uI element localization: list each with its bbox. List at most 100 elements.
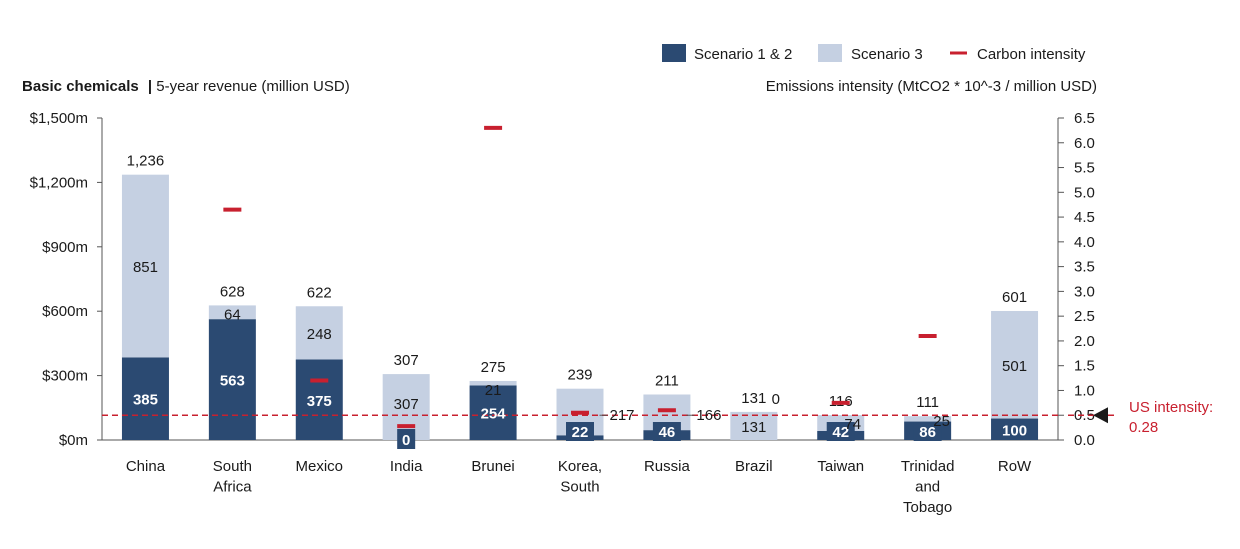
label-scenario-3: 501: [1002, 358, 1027, 375]
small-label-box: [913, 422, 942, 441]
bar-scenario-12: [208, 319, 256, 440]
total-label: 628: [220, 283, 245, 300]
y2-axis-title: Emissions intensity (MtCO2 * 10^-3 / mil…: [766, 78, 1097, 95]
y2-tick-label: 5.5: [1074, 160, 1095, 177]
bar-scenario-12: [469, 385, 517, 440]
category-label: Trinidad: [901, 458, 955, 475]
label-scenario-12: 86: [919, 424, 936, 441]
y-tick-label: $300m: [42, 368, 88, 385]
intensity-markers: [223, 125, 937, 429]
zero-label-box: [397, 429, 416, 449]
label-scenario-12: 42: [832, 424, 849, 441]
legend-label-scenario-12: Scenario 1 & 2: [694, 46, 792, 63]
y2-tick-label: 1.0: [1074, 382, 1095, 399]
label-scenario-12: 254: [481, 406, 507, 423]
us-intensity-label: 0.28: [1129, 419, 1158, 436]
label-scenario-12: 0: [772, 391, 780, 408]
reference-line-group: US intensity: 0.28: [102, 399, 1213, 436]
total-label: 131: [741, 390, 766, 407]
total-labels: 1,236628622307275239211131116111601: [127, 153, 1027, 412]
y2-tick-label: 0.5: [1074, 407, 1095, 424]
category-label: China: [126, 458, 166, 475]
chart-title: Basic chemicals | 5-year revenue (millio…: [22, 78, 350, 95]
legend: Scenario 1 & 2 Scenario 3 Carbon intensi…: [662, 44, 1086, 63]
y-tick-label: $0m: [59, 432, 88, 449]
total-label: 622: [307, 284, 332, 301]
y2-tick-label: 5.0: [1074, 184, 1095, 201]
y2-tick-label: 3.5: [1074, 259, 1095, 276]
y-tick-label: $1,200m: [30, 174, 88, 191]
y-tick-label: $900m: [42, 239, 88, 256]
bar-scenario-12: [121, 357, 169, 440]
category-label: South: [213, 458, 252, 475]
bar-scenario-3: [991, 310, 1039, 419]
total-label: 601: [1002, 289, 1027, 306]
label-scenario-12: 0: [402, 432, 410, 449]
y-axis-ticks: $0m $300m $600m $900m $1,200m $1,500m: [30, 110, 102, 449]
label-scenario-3: 64: [224, 306, 241, 323]
total-label: 111: [916, 394, 939, 411]
category-label: Taiwan: [817, 458, 864, 475]
category-label: Brunei: [471, 458, 514, 475]
label-scenario-12: 563: [220, 373, 245, 390]
bar-scenario-3: [208, 305, 256, 320]
segment-labels: 385 851 563 64 375 248 0 307 254 21 22 217 46 166 0 131…: [133, 259, 1027, 449]
label-scenario-3: 166: [696, 407, 721, 424]
legend-swatch-scenario-12: [662, 44, 686, 62]
y2-tick-label: 4.5: [1074, 209, 1095, 226]
total-label: 239: [567, 367, 592, 384]
category-label: Tobago: [903, 499, 952, 516]
label-scenario-3: 74: [844, 416, 861, 433]
total-label: 307: [394, 352, 419, 369]
small-label-box: [652, 422, 681, 441]
legend-label-scenario-3: Scenario 3: [851, 46, 923, 63]
category-label: Russia: [644, 458, 691, 475]
category-label: and: [915, 479, 940, 496]
total-label: 275: [481, 359, 506, 376]
label-scenario-3: 25: [933, 413, 950, 430]
category-label: Korea,: [558, 458, 602, 475]
category-label: RoW: [998, 458, 1032, 475]
label-scenario-3: 248: [307, 326, 332, 343]
label-scenario-3: 217: [610, 407, 635, 424]
y2-tick-label: 6.5: [1074, 110, 1095, 127]
category-label: Mexico: [296, 458, 344, 475]
chart-title-rest: 5-year revenue (million USD): [156, 78, 349, 95]
y-tick-label: $1,500m: [30, 110, 88, 127]
total-label: 1,236: [127, 153, 165, 170]
category-label: Brazil: [735, 458, 773, 475]
category-label: South: [560, 479, 599, 496]
legend-swatch-scenario-3: [818, 44, 842, 62]
label-scenario-12: 375: [307, 393, 332, 410]
bar-scenario-3: [469, 380, 517, 386]
bar-scenario-12: [295, 359, 343, 440]
bar-scenario-3: [730, 411, 778, 440]
y2-tick-label: 4.0: [1074, 234, 1095, 251]
y2-tick-label: 2.5: [1074, 308, 1095, 325]
us-intensity-arrow-icon: [1093, 407, 1108, 424]
label-scenario-12: 385: [133, 392, 158, 409]
y2-tick-label: 0.0: [1074, 432, 1095, 449]
legend-label-carbon-intensity: Carbon intensity: [977, 46, 1086, 63]
label-scenario-12: 100: [1002, 422, 1027, 439]
label-scenario-12: 46: [659, 424, 676, 441]
bar-scenario-12: [991, 418, 1039, 440]
y2-tick-label: 3.0: [1074, 283, 1095, 300]
us-intensity-label: US intensity:: [1129, 399, 1213, 416]
y2-tick-label: 2.0: [1074, 333, 1095, 350]
label-scenario-3: 851: [133, 259, 158, 276]
bar-scenario-3: [904, 416, 952, 422]
total-label: 211: [655, 372, 679, 389]
small-label-box: [566, 422, 594, 441]
label-scenario-3: 131: [741, 419, 766, 436]
label-scenario-12: 22: [572, 424, 589, 441]
y2-axis-ticks: 0.0 0.5 1.0 1.5 2.0 2.5 3.0 3.5 4.0 4.5 5.0 5.5 6.0 6…: [1058, 110, 1095, 449]
bar-scenario-3: [121, 174, 169, 358]
category-label: Africa: [213, 479, 252, 496]
bars: [121, 174, 1039, 440]
chart-title-bold: Basic chemicals: [22, 78, 139, 95]
y2-tick-label: 1.5: [1074, 358, 1095, 375]
y2-tick-label: 6.0: [1074, 135, 1095, 152]
bar-scenario-3: [295, 306, 343, 360]
